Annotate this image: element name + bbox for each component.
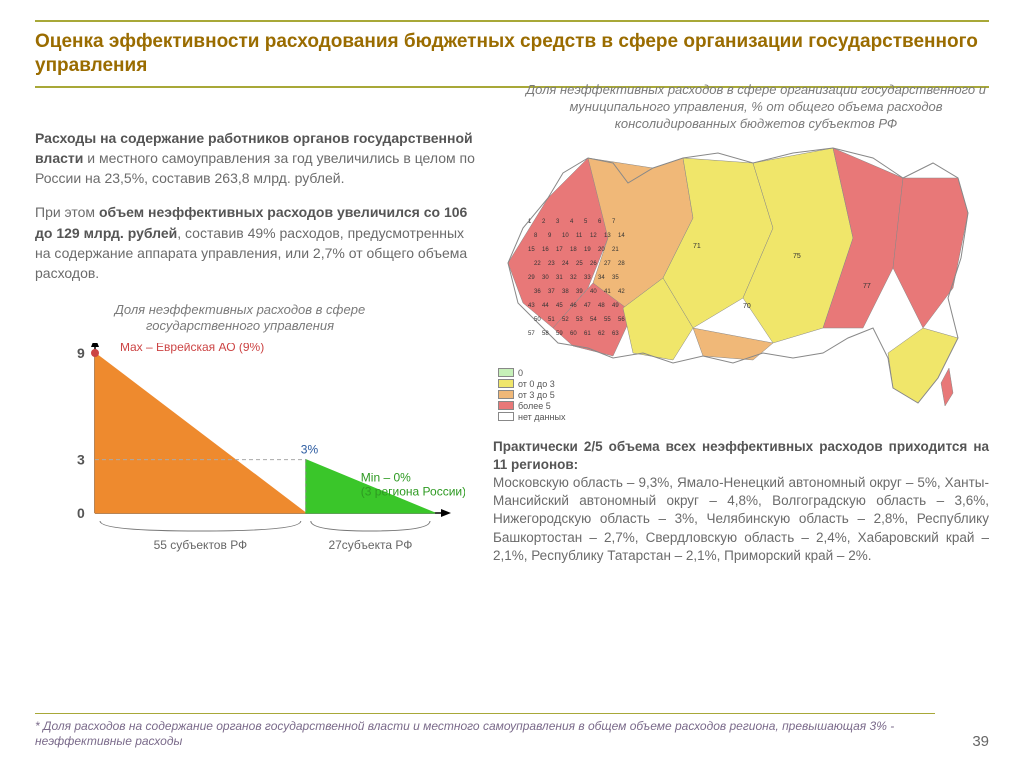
map-legend-row: более 5: [498, 401, 565, 411]
russia-choropleth-map: 1234567891011121314151617181920212223242…: [493, 128, 973, 428]
map-legend-row: 0: [498, 368, 565, 378]
svg-text:32: 32: [570, 275, 577, 281]
svg-text:26: 26: [590, 261, 597, 267]
svg-text:50: 50: [534, 317, 541, 323]
svg-text:57: 57: [528, 331, 535, 337]
svg-text:10: 10: [562, 233, 569, 239]
svg-text:59: 59: [556, 331, 563, 337]
svg-text:27: 27: [604, 261, 611, 267]
svg-text:17: 17: [556, 247, 563, 253]
svg-text:61: 61: [584, 331, 591, 337]
svg-text:47: 47: [584, 303, 591, 309]
regions-summary-body: Московскую область – 9,3%, Ямало-Ненецки…: [493, 475, 989, 563]
svg-text:15: 15: [528, 247, 535, 253]
svg-text:52: 52: [562, 317, 569, 323]
svg-text:36: 36: [534, 289, 541, 295]
regions-summary-head: Практически 2/5 объема всех неэффективны…: [493, 439, 989, 472]
svg-text:75: 75: [793, 253, 801, 260]
svg-text:27субъекта РФ: 27субъекта РФ: [328, 538, 412, 552]
svg-text:28: 28: [618, 261, 625, 267]
svg-text:3: 3: [77, 452, 85, 468]
svg-text:53: 53: [576, 317, 583, 323]
svg-text:58: 58: [542, 331, 549, 337]
svg-text:42: 42: [618, 289, 625, 295]
svg-text:21: 21: [612, 247, 619, 253]
svg-text:51: 51: [548, 317, 555, 323]
svg-text:48: 48: [598, 303, 605, 309]
svg-text:63: 63: [612, 331, 619, 337]
svg-text:54: 54: [590, 317, 597, 323]
svg-text:62: 62: [598, 331, 605, 337]
svg-text:77: 77: [863, 283, 871, 290]
chart-title: Доля неэффективных расходов в сфере госу…: [80, 302, 400, 336]
svg-text:41: 41: [604, 289, 611, 295]
svg-text:11: 11: [576, 233, 583, 239]
svg-text:3%: 3%: [301, 443, 319, 457]
svg-text:45: 45: [556, 303, 563, 309]
map-legend-row: от 3 до 5: [498, 390, 565, 400]
title-block: Оценка эффективности расходования бюджет…: [35, 20, 989, 88]
svg-text:34: 34: [598, 275, 605, 281]
svg-text:Max – Еврейская АО (9%): Max – Еврейская АО (9%): [120, 343, 264, 354]
map-legend-row: нет данных: [498, 412, 565, 422]
svg-text:Min – 0%: Min – 0%: [361, 471, 411, 485]
svg-text:43: 43: [528, 303, 535, 309]
svg-text:55 субъектов РФ: 55 субъектов РФ: [154, 538, 248, 552]
svg-text:55: 55: [604, 317, 611, 323]
page-number: 39: [972, 733, 989, 750]
svg-text:70: 70: [743, 303, 751, 310]
svg-text:24: 24: [562, 261, 569, 267]
map-legend: 0от 0 до 3от 3 до 5более 5нет данных: [498, 368, 565, 423]
svg-text:71: 71: [693, 243, 701, 250]
svg-text:19: 19: [584, 247, 591, 253]
svg-text:49: 49: [612, 303, 619, 309]
map-caption: Доля неэффективных расходов в сфере орга…: [526, 82, 986, 133]
svg-text:29: 29: [528, 275, 535, 281]
svg-text:25: 25: [576, 261, 583, 267]
svg-text:16: 16: [542, 247, 549, 253]
svg-text:23: 23: [548, 261, 555, 267]
svg-text:56: 56: [618, 317, 625, 323]
svg-text:9: 9: [77, 345, 85, 361]
para-1-rest: и местного самоуправления за год увеличи…: [35, 150, 475, 186]
svg-text:31: 31: [556, 275, 563, 281]
triangle-chart: 9 3 0 Max – Еврейская АО (9%) 3% Min – 0%(3 р…: [35, 343, 465, 573]
footnote: * Доля расходов на содержание органов го…: [35, 713, 935, 750]
svg-text:33: 33: [584, 275, 591, 281]
svg-text:1: 1: [528, 219, 532, 225]
para-2-pre: При этом: [35, 204, 99, 220]
svg-text:38: 38: [562, 289, 569, 295]
svg-text:40: 40: [590, 289, 597, 295]
svg-text:46: 46: [570, 303, 577, 309]
svg-text:30: 30: [542, 275, 549, 281]
svg-text:14: 14: [618, 233, 625, 239]
svg-text:39: 39: [576, 289, 583, 295]
map-legend-row: от 0 до 3: [498, 379, 565, 389]
svg-text:20: 20: [598, 247, 605, 253]
svg-text:37: 37: [548, 289, 555, 295]
para-1: Расходы на содержание работников органов…: [35, 128, 475, 189]
svg-text:(3 региона России): (3 региона России): [361, 485, 465, 499]
svg-text:0: 0: [77, 505, 85, 521]
page-title: Оценка эффективности расходования бюджет…: [35, 30, 989, 78]
svg-text:12: 12: [590, 233, 597, 239]
svg-text:35: 35: [612, 275, 619, 281]
svg-text:13: 13: [604, 233, 611, 239]
svg-text:60: 60: [570, 331, 577, 337]
svg-text:18: 18: [570, 247, 577, 253]
svg-text:44: 44: [542, 303, 549, 309]
regions-summary: Практически 2/5 объема всех неэффективны…: [493, 438, 989, 566]
para-2: При этом объем неэффективных расходов ув…: [35, 202, 475, 283]
svg-text:22: 22: [534, 261, 541, 267]
